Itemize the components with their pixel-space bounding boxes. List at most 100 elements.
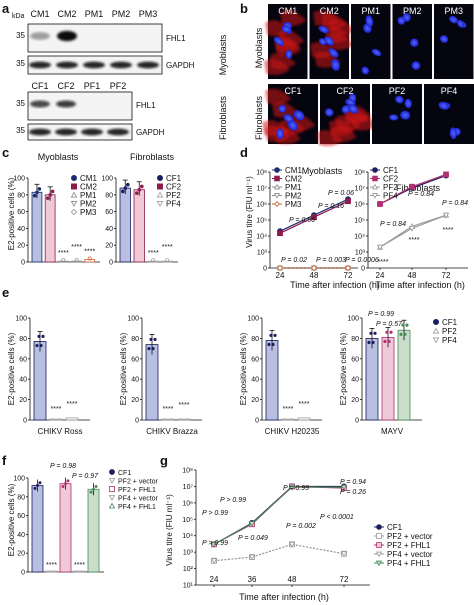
d-point-cf2 [443,171,449,178]
band-gapdh-pf2 [107,128,129,136]
d-xtick-label: 24 [276,271,285,280]
e-subtitle-1: CHIKV Brazza [146,427,198,436]
e-point [35,343,39,348]
nucleus [389,114,399,121]
e-bar-pf4 [297,417,311,421]
f-pvalue: P = 0.97 [72,473,99,480]
c-point [165,258,170,263]
micro-tile-pm3: PM3 [434,4,474,79]
e-ytick-label: 60 [251,356,259,363]
d-xtick-label: 24 [376,271,385,280]
nucleus [365,15,374,28]
f-legend-marker [109,469,115,475]
e-point [401,323,405,327]
actin-stain [316,130,343,147]
c-point [48,193,53,197]
nucleus [273,36,284,46]
d-legend-marker [372,167,378,173]
e-legend-pf4: PF4 [442,336,457,345]
c-point [32,193,37,198]
f-point [89,490,93,494]
d-point-pf4 [376,244,384,251]
nucleus [293,110,305,121]
e-ytick-label: 60 [19,356,27,363]
e-ytick-label: 0 [355,418,359,425]
g-legend-marker [375,560,383,567]
micro-tile-cm2: CM2 [309,4,355,79]
g-ytick-label: 10⁷ [183,484,194,491]
nucleus [449,127,457,140]
nucleus [287,120,298,131]
e-point [385,330,389,334]
e-ytick-label: 80 [19,336,27,343]
nucleus [331,59,340,71]
gapdh-label-myo: GAPDH [166,61,195,70]
d-ytick-label: 10³ [355,250,366,257]
micro-label-cf2: CF2 [336,86,353,96]
f-ylabel: E2-positive cells (%) [7,483,16,556]
micro-label-pm2: PM2 [403,6,422,16]
e-legend-marker [432,318,439,325]
e-ylabel: E2-positive cells (%) [239,332,248,405]
f-legend-marker [108,478,116,484]
c-title-myoblasts: Myoblasts [38,152,79,162]
g-point-3 [248,554,256,561]
e-point [149,337,153,342]
lane-label-pm1: PM1 [85,9,104,19]
c-point [135,191,139,195]
f-legend-3: PF4 + vector [118,496,159,503]
micro-tile-pf2: PF2 [372,84,422,144]
micro-tile-cf2: CF2 [316,84,378,147]
panel-label-e: e [2,285,9,300]
actin-stain [269,52,296,69]
c-ytick-label: 60 [17,209,25,216]
e-ylabel: E2-positive cells (%) [119,332,128,405]
c-point [87,256,92,261]
e-ylabel: E2-positive cells (%) [339,332,348,405]
lane-label-pm3: PM3 [139,9,158,19]
e-ytick-label: 20 [351,397,359,404]
e-ytick-label: 80 [351,336,359,343]
micro-bg [424,84,474,144]
micro-myoblasts-label: Myoblasts [254,27,264,68]
nucleus [285,49,293,59]
g-legend-2: PF2 + FHL1 [387,541,431,550]
c-legend-marker [156,183,163,190]
d-pvalue: P = 0.84 [408,191,434,198]
d-pvalue: P = 0.56 [289,217,315,224]
e-legend-pf2: PF2 [442,327,457,336]
actin-stain [278,30,305,47]
d-legend-cf1: CF1 [383,166,399,175]
d-legend-pf2: PF2 [383,183,398,192]
band-gapdh-pm3 [137,61,159,69]
g-ytick-label: 10⁵ [182,517,193,524]
d-point-pm3 [276,264,284,272]
actin-stain [343,108,370,125]
g-ytick-label: 10⁸ [182,468,193,475]
d-point-pf4 [408,225,416,232]
c-legend-pm1: PM1 [80,191,97,200]
d-pvalue: P = 0.84 [380,221,406,228]
c-legend-marker [71,174,78,181]
g-point-4 [248,521,256,527]
e-sig: **** [51,406,62,413]
d-ytick-label: 10³ [257,250,268,257]
actin-stain [327,34,354,51]
f-legend-2: PF2 + FHL1 [118,487,156,494]
e-point [387,339,391,344]
c-bar-cm2 [44,194,56,263]
c-point [35,190,39,195]
nucleus [411,61,421,70]
f-bar-2 [59,483,72,573]
nucleus [345,98,356,106]
c-ytick-label: 80 [105,192,113,199]
e-bar-cf1 [365,337,379,421]
e-point [267,342,271,347]
e-ytick-label: 0 [135,418,139,425]
gapdh-label-fib: GAPDH [136,128,165,137]
g-pvalue: P = 0.26 [340,489,366,496]
nucleus [324,36,335,46]
g-xtick-label: 36 [248,575,257,584]
c-point [151,258,156,263]
f-legend-marker [109,486,115,492]
